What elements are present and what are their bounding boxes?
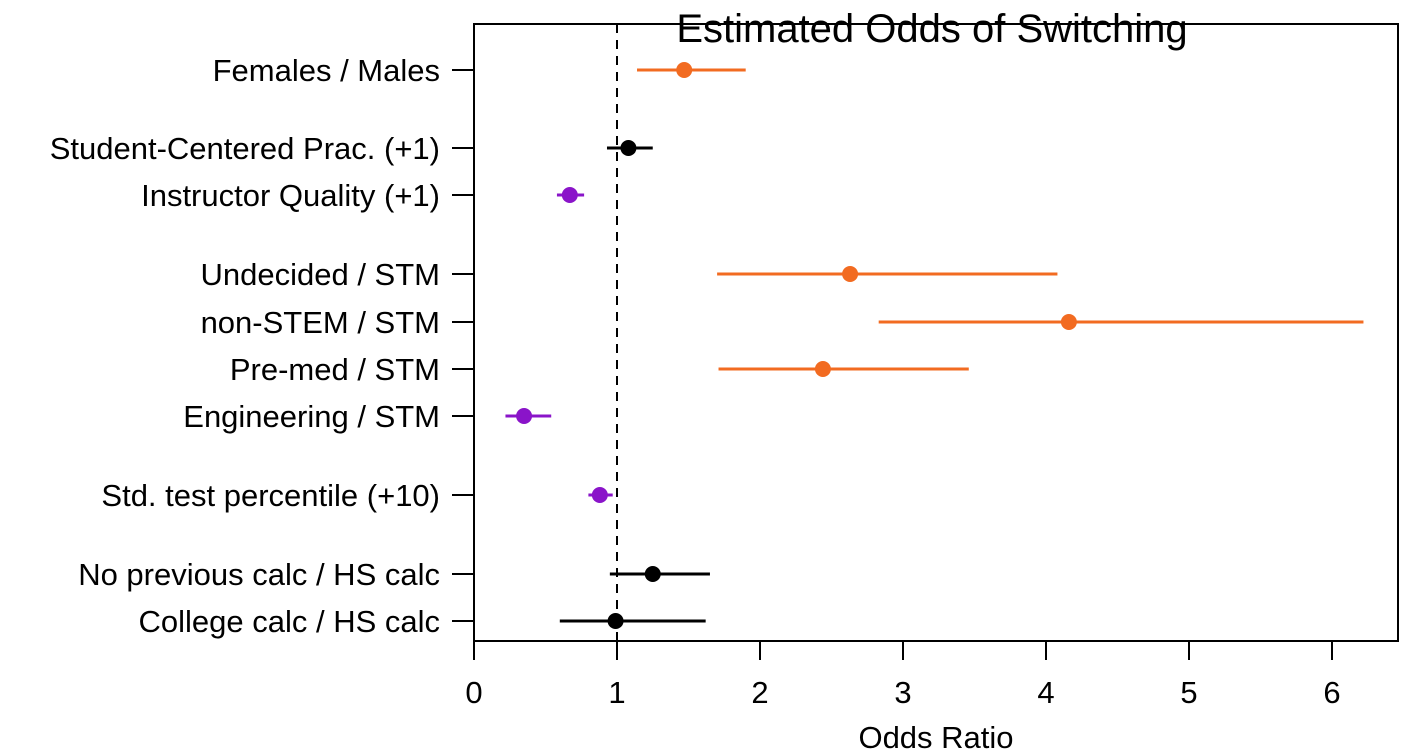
x-tick-label: 5 bbox=[1180, 675, 1197, 710]
y-category-label: Undecided / STM bbox=[201, 257, 441, 292]
chart-title: Estimated Odds of Switching bbox=[676, 7, 1187, 51]
y-category-label: non-STEM / STM bbox=[201, 305, 440, 340]
y-category-label: Engineering / STM bbox=[183, 399, 440, 434]
x-tick-label: 2 bbox=[751, 675, 768, 710]
estimate-point bbox=[516, 408, 533, 424]
x-axis-label: Odds Ratio bbox=[858, 720, 1013, 753]
estimate-point bbox=[842, 266, 859, 282]
estimate-point bbox=[561, 187, 578, 203]
data-marks bbox=[505, 62, 1364, 629]
plot-area bbox=[473, 23, 1399, 642]
x-tick-label: 6 bbox=[1323, 675, 1340, 710]
y-category-label: Std. test percentile (+10) bbox=[101, 478, 440, 513]
x-axis: 0 1 2 3 4 5 6 bbox=[465, 640, 1341, 710]
y-category-label: Females / Males bbox=[213, 53, 440, 88]
estimate-point bbox=[644, 566, 661, 582]
y-category-label: College calc / HS calc bbox=[138, 604, 440, 639]
estimate-point bbox=[591, 487, 608, 503]
y-category-label: Pre-med / STM bbox=[230, 352, 440, 387]
y-category-label: No previous calc / HS calc bbox=[78, 557, 440, 592]
estimate-point bbox=[676, 62, 693, 78]
estimate-point bbox=[607, 613, 624, 629]
x-tick-label: 4 bbox=[1037, 675, 1054, 710]
y-axis: Females / Males Student-Centered Prac. (+… bbox=[50, 53, 474, 639]
estimate-point bbox=[620, 140, 637, 156]
y-category-label: Student-Centered Prac. (+1) bbox=[50, 131, 440, 166]
estimate-point bbox=[1060, 314, 1077, 330]
estimate-point bbox=[814, 361, 831, 377]
x-tick-label: 0 bbox=[465, 675, 482, 710]
y-category-label: Instructor Quality (+1) bbox=[141, 178, 440, 213]
x-tick-label: 3 bbox=[894, 675, 911, 710]
x-tick-label: 1 bbox=[608, 675, 625, 710]
